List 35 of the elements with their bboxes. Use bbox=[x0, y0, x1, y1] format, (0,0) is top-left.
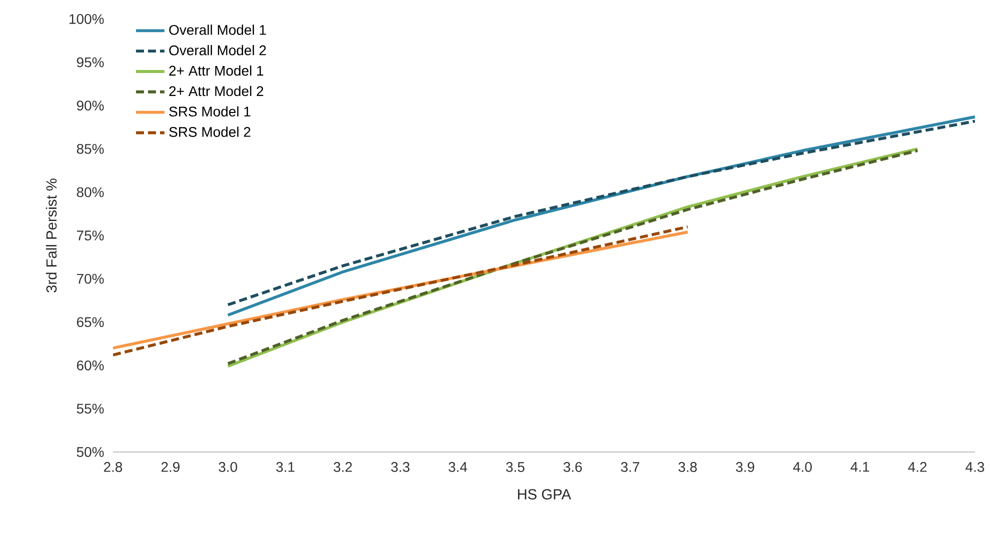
x-tick-label: 3.7 bbox=[620, 462, 640, 472]
legend-label: 2+ Attr Model 1 bbox=[169, 65, 264, 76]
x-tick-label: 4.0 bbox=[793, 462, 812, 472]
x-tick-label: 3.4 bbox=[448, 462, 468, 472]
legend-label: SRS Model 1 bbox=[169, 106, 250, 117]
x-tick-label: 3.6 bbox=[564, 462, 582, 472]
y-tick-label: 95% bbox=[76, 57, 104, 68]
y-tick-label: 80% bbox=[76, 187, 104, 198]
y-tick-label: 65% bbox=[76, 317, 104, 328]
y-tick-label: 70% bbox=[76, 274, 104, 284]
x-tick-label: 4.3 bbox=[966, 462, 984, 472]
y-tick-label: 60% bbox=[76, 360, 104, 370]
x-tick-label: 3.3 bbox=[391, 462, 410, 472]
y-axis-title: 3rd Fall Persist % bbox=[46, 178, 57, 292]
y-tick-label: 75% bbox=[76, 230, 104, 240]
x-tick-label: 3.2 bbox=[334, 462, 352, 472]
x-axis-title: HS GPA bbox=[518, 489, 572, 500]
x-tick-label: 3.9 bbox=[736, 462, 754, 472]
x-tick-label: 3.0 bbox=[218, 462, 238, 472]
x-tick-label: 4.1 bbox=[850, 462, 870, 472]
y-tick-label: 100% bbox=[70, 14, 104, 24]
x-tick-label: 3.1 bbox=[276, 462, 294, 472]
legend-label: Overall Model 2 bbox=[169, 45, 266, 56]
y-tick-label: 55% bbox=[76, 404, 104, 414]
legend-label: Overall Model 1 bbox=[169, 24, 266, 35]
x-tick-label: 3.8 bbox=[678, 462, 697, 472]
x-tick-label: 2.9 bbox=[161, 462, 180, 472]
x-tick-label: 3.5 bbox=[506, 462, 524, 472]
y-tick-label: 50% bbox=[76, 447, 104, 457]
x-tick-label: 2.8 bbox=[104, 462, 122, 472]
y-tick-label: 85% bbox=[76, 144, 104, 154]
legend-label: 2+ Attr Model 2 bbox=[169, 86, 264, 96]
x-tick-label: 4.2 bbox=[908, 462, 927, 472]
y-tick-label: 90% bbox=[76, 100, 104, 111]
legend-label: SRS Model 2 bbox=[169, 126, 250, 137]
